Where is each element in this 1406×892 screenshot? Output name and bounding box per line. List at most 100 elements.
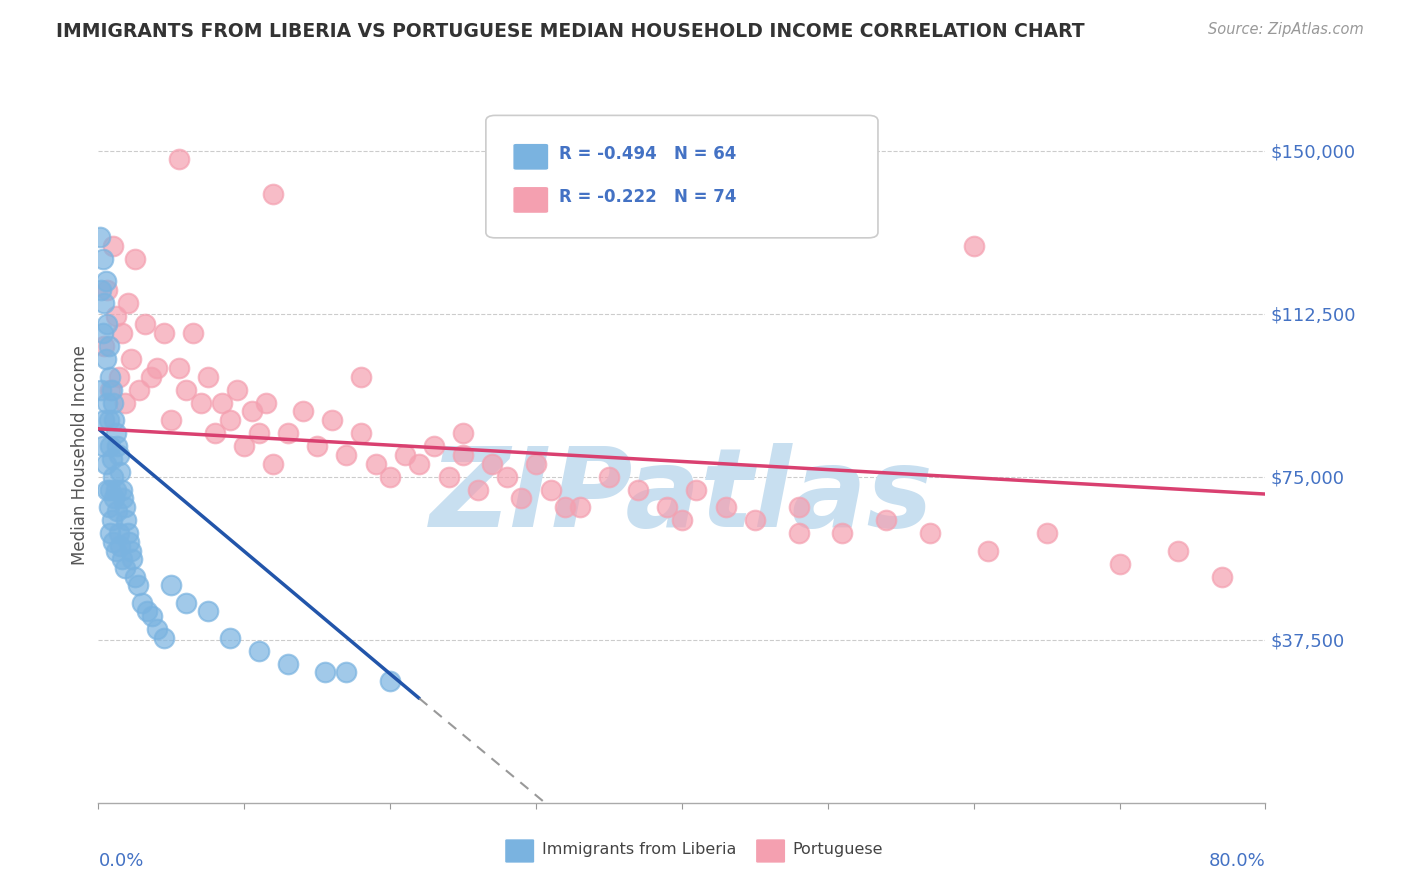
Point <box>977 543 1000 558</box>
FancyBboxPatch shape <box>513 186 548 213</box>
Point <box>101 535 124 549</box>
Point <box>277 426 299 441</box>
Point <box>197 605 219 619</box>
Point <box>110 466 132 480</box>
Point <box>114 561 136 575</box>
Point <box>96 483 118 497</box>
Point <box>153 326 176 341</box>
FancyBboxPatch shape <box>486 115 877 238</box>
Point <box>93 295 115 310</box>
Point <box>127 578 149 592</box>
Point <box>114 500 136 514</box>
Point <box>627 483 650 497</box>
Point <box>104 483 127 497</box>
Point <box>875 513 897 527</box>
Point <box>350 426 373 441</box>
Point <box>744 513 766 527</box>
Point <box>262 457 284 471</box>
Point <box>181 326 204 341</box>
Point <box>97 413 120 427</box>
Point <box>240 404 263 418</box>
Point <box>98 439 121 453</box>
Point <box>120 543 142 558</box>
Point <box>174 383 197 397</box>
Point <box>714 500 737 514</box>
Point <box>91 252 114 267</box>
Text: Source: ZipAtlas.com: Source: ZipAtlas.com <box>1208 22 1364 37</box>
Point <box>568 500 591 514</box>
Text: 80.0%: 80.0% <box>1209 852 1265 870</box>
Point <box>101 469 124 483</box>
Point <box>118 535 141 549</box>
Point <box>98 383 121 397</box>
Text: Immigrants from Liberia: Immigrants from Liberia <box>541 842 737 857</box>
Point <box>117 295 139 310</box>
Point <box>97 500 120 514</box>
Point <box>96 283 118 297</box>
Point <box>98 526 121 541</box>
Point <box>291 404 314 418</box>
Text: R = -0.494   N = 64: R = -0.494 N = 64 <box>560 145 737 163</box>
Point <box>146 622 169 636</box>
Point <box>423 439 446 453</box>
Point <box>350 369 373 384</box>
Point <box>90 283 112 297</box>
Point <box>108 526 131 541</box>
Point <box>1211 570 1233 584</box>
Point <box>93 339 115 353</box>
Point <box>91 326 114 341</box>
Point <box>314 665 336 680</box>
Point <box>153 631 176 645</box>
Point <box>131 596 153 610</box>
Point <box>120 352 142 367</box>
Point <box>247 643 270 657</box>
Point <box>128 383 150 397</box>
Point <box>104 309 127 323</box>
Point <box>160 413 183 427</box>
Point <box>524 457 547 471</box>
Point <box>1035 526 1057 541</box>
Point <box>481 457 503 471</box>
Point <box>94 457 117 471</box>
Point <box>104 426 127 441</box>
Point <box>117 526 139 541</box>
Point <box>100 513 122 527</box>
Point <box>110 539 132 553</box>
Point <box>98 483 121 497</box>
Point <box>93 413 115 427</box>
Point <box>94 274 117 288</box>
Point <box>831 526 853 541</box>
Point <box>540 483 562 497</box>
Point <box>1108 557 1130 571</box>
Point <box>495 469 517 483</box>
Point <box>105 504 128 518</box>
Point <box>233 439 256 453</box>
Point <box>100 452 122 467</box>
Point <box>114 396 136 410</box>
Point <box>218 413 240 427</box>
Point <box>112 491 135 506</box>
Point <box>174 596 197 610</box>
FancyBboxPatch shape <box>513 144 548 170</box>
Point <box>103 413 125 427</box>
Point <box>108 369 131 384</box>
Point <box>218 631 240 645</box>
Point <box>226 383 249 397</box>
FancyBboxPatch shape <box>755 838 786 863</box>
Point <box>408 457 430 471</box>
Text: 0.0%: 0.0% <box>98 852 143 870</box>
Point <box>121 552 143 566</box>
Point <box>247 426 270 441</box>
Point <box>467 483 489 497</box>
Point <box>685 483 707 497</box>
Text: R = -0.222   N = 74: R = -0.222 N = 74 <box>560 188 737 206</box>
Text: Portuguese: Portuguese <box>793 842 883 857</box>
Point <box>394 448 416 462</box>
Point <box>211 396 233 410</box>
Point <box>111 483 134 497</box>
Point <box>197 369 219 384</box>
Point <box>378 469 402 483</box>
Point <box>262 187 284 202</box>
Point <box>307 439 329 453</box>
Point <box>115 513 138 527</box>
